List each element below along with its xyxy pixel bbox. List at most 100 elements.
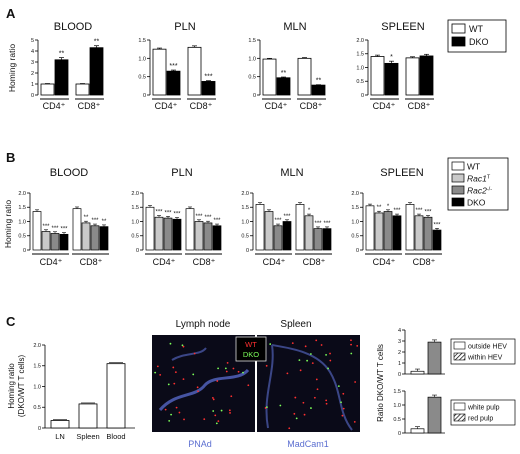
bar: [145, 206, 155, 251]
dko-cell-dot: [212, 410, 215, 412]
bar: [72, 208, 82, 251]
legend-swatch: [453, 413, 466, 422]
panel-b-tick-label: 0.5: [18, 234, 26, 240]
panel-c-left-tick-label: 0: [38, 426, 41, 432]
group-label: CD4⁺: [263, 257, 286, 267]
legend-label: WT: [469, 24, 483, 34]
panel-a-tick-label: 0: [143, 93, 146, 99]
chart-title: PLN: [174, 21, 195, 33]
panel-b-tick-label: 1.0: [18, 219, 26, 225]
legend-swatch: [451, 173, 465, 183]
wt-cell-dot: [226, 361, 229, 364]
wt-cell-dot: [325, 399, 328, 402]
significance-mark: ***: [204, 215, 212, 221]
channel-legend-box: [235, 336, 267, 362]
panel-a: Homing ratio BLOOD 0 1 2 3 4 5 ** CD4⁺ ** CD8⁺ PLN 0 0…: [7, 19, 507, 111]
panel-a-tick-label: 0.5: [138, 75, 146, 81]
significance-mark: ***: [195, 214, 203, 220]
dko-cell-dot: [298, 359, 301, 362]
group-label: CD8⁺: [408, 101, 431, 111]
bar: [78, 403, 98, 429]
panel-c-right-tick-label: 1.0: [393, 403, 401, 409]
panel-c-left-tick-label: 2.0: [33, 343, 41, 349]
bar: [41, 231, 51, 251]
group-label: CD4⁺: [43, 101, 66, 111]
panel-b-tick-label: 1.0: [241, 219, 249, 225]
panel-a-chart-blood: BLOOD 0 1 2 3 4 5 ** CD4⁺ ** CD8⁺: [31, 21, 104, 111]
bar: [405, 57, 420, 96]
panel-b-tick-label: 1.5: [241, 205, 249, 211]
dko-cell-dot: [279, 404, 282, 407]
dko-cell-dot: [217, 367, 219, 370]
wt-cell-dot: [196, 386, 199, 389]
wt-cell-dot: [216, 380, 219, 382]
dko-cell-dot: [327, 367, 329, 370]
significance-mark: ***: [274, 218, 282, 224]
wt-cell-dot: [313, 396, 316, 399]
bar: [374, 212, 384, 251]
panel-c-right-tick-label: 1: [398, 361, 401, 367]
bar: [370, 56, 385, 96]
panel-a-ylabel: Homing ratio: [7, 44, 17, 92]
panel-c-right-tick-label: 2: [398, 350, 401, 356]
group-label: CD8⁺: [193, 257, 216, 267]
dko-cell-dot: [167, 383, 170, 386]
significance-mark: ***: [393, 208, 401, 214]
bar: [89, 47, 104, 96]
bar: [201, 81, 216, 96]
significance-mark: ***: [91, 218, 99, 224]
panel-c-left-ylabel-1: Homing ratio: [7, 363, 16, 409]
bar: [262, 58, 277, 96]
bar: [163, 217, 173, 251]
dko-cell-dot: [309, 353, 312, 355]
legend-superscript: T: [487, 175, 491, 181]
wt-cell-dot: [229, 412, 231, 414]
wt-cell-dot: [156, 365, 159, 368]
category-label: Blood: [106, 432, 125, 441]
dko-cell-dot: [337, 385, 340, 388]
bar: [152, 48, 167, 96]
significance-mark: **: [59, 51, 65, 58]
bar: [313, 228, 323, 251]
legend-label: within HEV: [467, 355, 503, 362]
panel-label-a: A: [6, 6, 16, 21]
wt-cell-dot: [341, 414, 344, 417]
legend-swatch: [453, 341, 466, 350]
panel-c-right-charts: Ratio DKO/WT T cells 0 1 2 3 4 outside HEV with…: [376, 328, 516, 437]
panel-a-tick-label: 0: [31, 93, 34, 99]
dko-cell-dot: [169, 342, 172, 345]
dko-cell-dot: [154, 371, 157, 374]
group-label: CD8⁺: [80, 257, 103, 267]
wt-cell-dot: [193, 352, 196, 355]
wt-cell-dot: [303, 413, 306, 416]
dko-cell-dot: [168, 420, 171, 422]
bar: [212, 225, 222, 251]
stain-label-left: PNAd: [188, 439, 212, 449]
panel-b-tick-label: 0: [356, 248, 359, 254]
significance-mark: ***: [204, 74, 212, 81]
bar: [282, 221, 292, 251]
panel-c: Homing ratio (DKO/WT T cells) 0 0.5 1.0 1.5 2.…: [7, 319, 516, 449]
wt-cell-dot: [350, 343, 352, 346]
wt-cell-dot: [174, 371, 177, 374]
chart-title: MLN: [280, 167, 303, 179]
wt-cell-dot: [329, 359, 332, 362]
group-label: CD4⁺: [153, 257, 176, 267]
panel-a-tick-label: 1: [31, 82, 34, 88]
panel-c-right-tick-label: 1.5: [393, 389, 401, 395]
wt-cell-dot: [164, 408, 167, 411]
legend-swatch: [451, 36, 466, 47]
wt-cell-dot: [217, 420, 220, 423]
bar: [203, 222, 213, 251]
dko-cell-dot: [325, 353, 327, 356]
wt-cell-dot: [211, 396, 214, 399]
bar: [384, 62, 399, 96]
micrograph-title-right: Spleen: [280, 319, 311, 330]
bar: [106, 363, 126, 429]
significance-mark: ***: [433, 222, 441, 228]
panel-b-tick-label: 2.0: [18, 191, 26, 197]
wt-cell-dot: [182, 345, 185, 348]
panel-c-right-tick-label: 4: [398, 328, 401, 334]
